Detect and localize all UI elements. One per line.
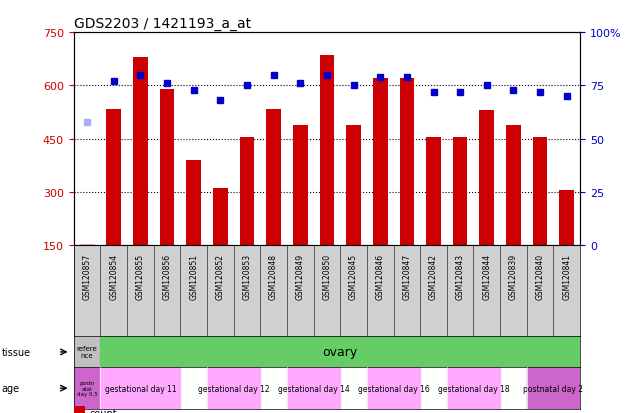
Text: GSM120856: GSM120856	[163, 253, 172, 299]
Text: gestational day 12: gestational day 12	[198, 384, 269, 393]
Text: GSM120842: GSM120842	[429, 253, 438, 299]
Text: postnatal day 2: postnatal day 2	[524, 384, 583, 393]
Text: gestational day 18: gestational day 18	[438, 384, 510, 393]
Text: GSM120852: GSM120852	[216, 253, 225, 299]
Text: gestational day 16: gestational day 16	[358, 384, 429, 393]
Bar	[453, 138, 467, 246]
Text: GSM120848: GSM120848	[269, 253, 278, 299]
Bar	[287, 368, 340, 409]
Text: GSM120841: GSM120841	[562, 253, 571, 299]
Bar	[479, 111, 494, 246]
Text: GSM120843: GSM120843	[456, 253, 465, 299]
Bar	[320, 56, 334, 246]
Bar	[527, 368, 580, 409]
Bar	[399, 79, 414, 246]
Bar	[426, 138, 441, 246]
Bar	[533, 138, 547, 246]
Bar	[101, 368, 180, 409]
Text: age: age	[1, 383, 19, 393]
Text: GSM120845: GSM120845	[349, 253, 358, 299]
Text: GSM120847: GSM120847	[403, 253, 412, 299]
Bar	[560, 191, 574, 246]
Bar	[106, 109, 121, 246]
Text: gestational day 14: gestational day 14	[278, 384, 349, 393]
Bar	[160, 90, 174, 246]
Text: GSM120857: GSM120857	[83, 253, 92, 299]
Text: GSM120853: GSM120853	[242, 253, 251, 299]
Bar	[346, 125, 361, 246]
Text: refere
nce: refere nce	[77, 346, 97, 358]
Text: GSM120839: GSM120839	[509, 253, 518, 299]
Text: gestational day 11: gestational day 11	[104, 384, 176, 393]
Bar	[74, 337, 101, 368]
Text: GSM120844: GSM120844	[482, 253, 491, 299]
Text: GSM120849: GSM120849	[296, 253, 304, 299]
Text: GSM120854: GSM120854	[109, 253, 118, 299]
Text: GSM120850: GSM120850	[322, 253, 331, 299]
Bar	[266, 109, 281, 246]
Bar	[213, 189, 228, 246]
Text: postn
atal
day 0.5: postn atal day 0.5	[77, 380, 97, 396]
Bar	[373, 79, 388, 246]
Text: tissue: tissue	[1, 347, 30, 357]
Text: GSM120846: GSM120846	[376, 253, 385, 299]
Bar	[293, 125, 308, 246]
Text: ovary: ovary	[322, 346, 358, 358]
Bar	[447, 368, 500, 409]
Text: GSM120851: GSM120851	[189, 253, 198, 299]
Bar	[240, 138, 254, 246]
Text: count: count	[90, 408, 117, 413]
Bar	[207, 368, 260, 409]
Text: GSM120855: GSM120855	[136, 253, 145, 299]
Bar	[367, 368, 420, 409]
Text: GSM120840: GSM120840	[536, 253, 545, 299]
Bar	[74, 368, 101, 409]
Bar	[133, 58, 147, 246]
Text: GDS2203 / 1421193_a_at: GDS2203 / 1421193_a_at	[74, 17, 251, 31]
Bar	[187, 161, 201, 246]
Bar	[79, 244, 94, 246]
Bar	[506, 125, 520, 246]
